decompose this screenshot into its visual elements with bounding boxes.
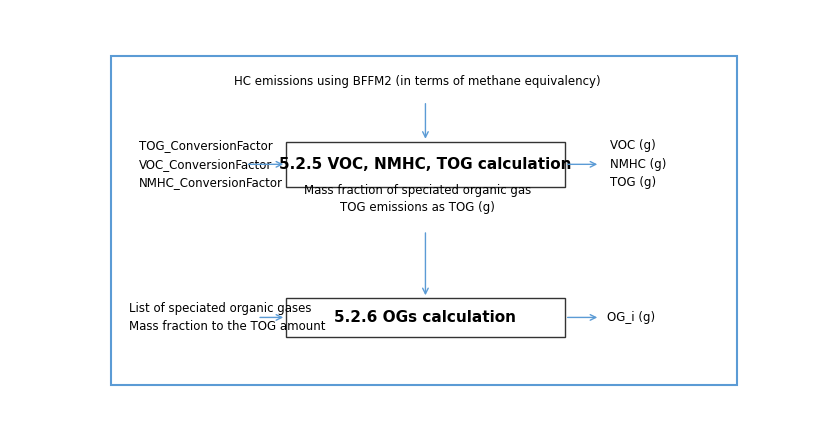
- Text: 5.2.6 OGs calculation: 5.2.6 OGs calculation: [334, 310, 516, 325]
- FancyBboxPatch shape: [286, 298, 565, 337]
- Text: TOG_ConversionFactor
VOC_ConversionFactor
NMHC_ConversionFactor: TOG_ConversionFactor VOC_ConversionFacto…: [139, 139, 283, 190]
- Text: Mass fraction of speciated organic gas
TOG emissions as TOG (g): Mass fraction of speciated organic gas T…: [304, 184, 531, 214]
- FancyBboxPatch shape: [286, 142, 565, 187]
- Text: VOC (g)
NMHC (g)
TOG (g): VOC (g) NMHC (g) TOG (g): [609, 139, 666, 190]
- Text: 5.2.5 VOC, NMHC, TOG calculation: 5.2.5 VOC, NMHC, TOG calculation: [280, 157, 571, 172]
- Text: OG_i (g): OG_i (g): [606, 311, 655, 324]
- Text: HC emissions using BFFM2 (in terms of methane equivalency): HC emissions using BFFM2 (in terms of me…: [234, 75, 600, 88]
- Text: List of speciated organic gases
Mass fraction to the TOG amount: List of speciated organic gases Mass fra…: [129, 302, 326, 333]
